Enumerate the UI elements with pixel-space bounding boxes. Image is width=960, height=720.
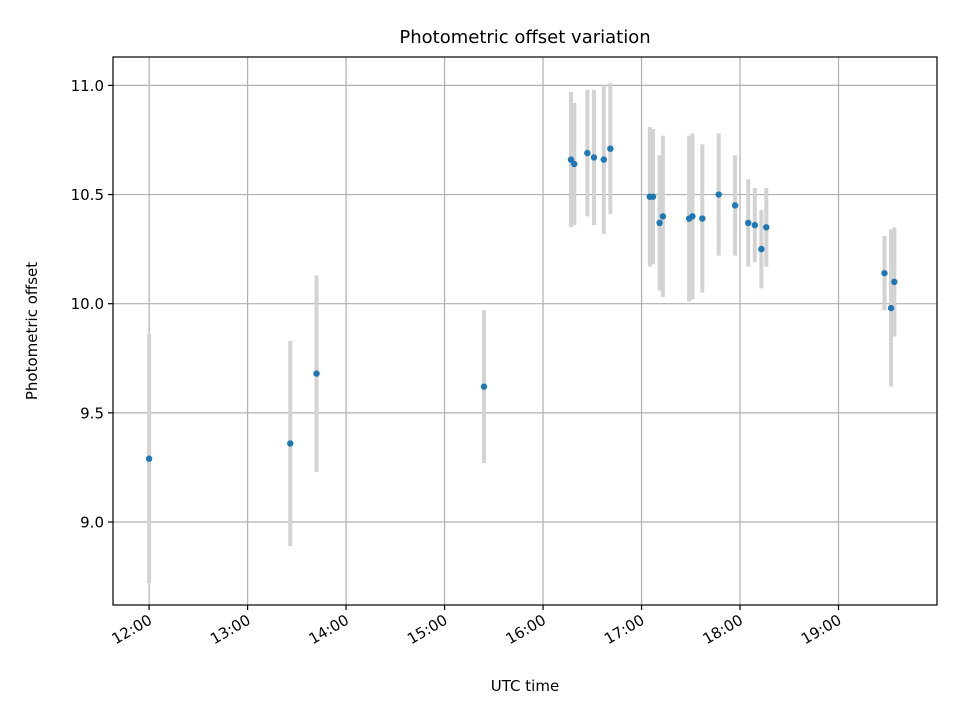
y-tick-label: 11.0: [71, 77, 104, 95]
y-axis-ticks: 9.0 9.5 10.0 10.5 11.0: [71, 77, 113, 532]
data-point: [891, 278, 898, 286]
x-axis-label: UTC time: [491, 677, 559, 695]
y-tick-label: 9.0: [80, 514, 104, 532]
data-point: [287, 440, 294, 447]
data-point: [689, 213, 696, 220]
data-point: [887, 304, 895, 312]
data-point: [567, 156, 575, 163]
data-point: [584, 149, 591, 157]
data-point: [758, 245, 765, 253]
y-tick-label: 10.5: [71, 186, 104, 204]
data-point: [607, 145, 614, 152]
data-point: [590, 154, 598, 161]
data-point: [571, 160, 578, 168]
data-point: [313, 370, 320, 377]
data-points: [145, 145, 898, 462]
chart-title: Photometric offset variation: [399, 27, 650, 48]
y-axis-label: Photometric offset: [23, 262, 41, 400]
data-point: [649, 193, 657, 200]
data-point: [751, 221, 759, 229]
data-point: [881, 269, 888, 277]
data-point: [731, 202, 739, 209]
data-point: [659, 213, 667, 220]
data-point: [715, 191, 722, 198]
y-tick-label: 9.5: [80, 404, 104, 422]
data-point: [145, 455, 153, 462]
data-point: [699, 215, 706, 222]
data-point: [745, 219, 752, 227]
data-point: [763, 224, 770, 231]
data-point: [600, 156, 607, 163]
grid: [113, 57, 937, 605]
data-point: [480, 383, 488, 390]
y-tick-label: 10.0: [71, 295, 104, 313]
data-point: [656, 219, 663, 227]
plot-frame: [112, 56, 938, 606]
